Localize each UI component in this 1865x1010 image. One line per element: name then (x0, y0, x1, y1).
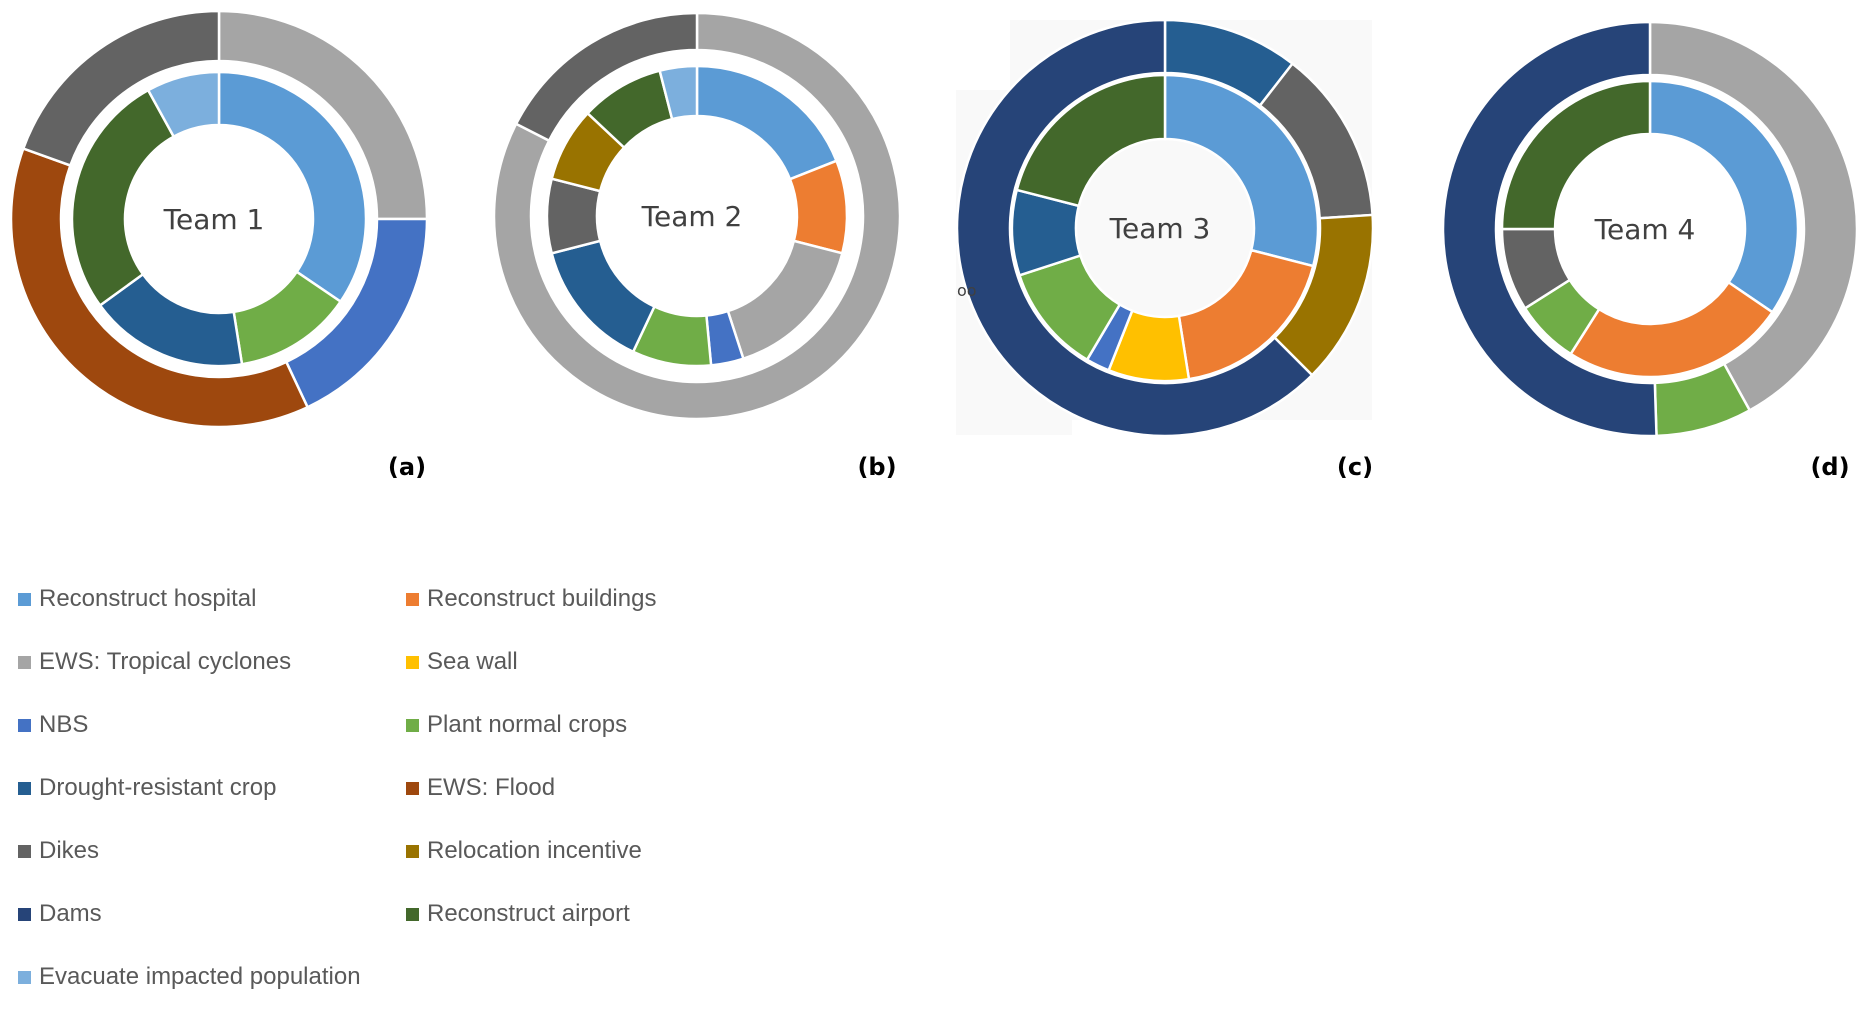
legend-label: Plant normal crops (427, 711, 628, 738)
outer-ring-segment-dams (1441, 20, 1658, 438)
panel-label: (b) (857, 453, 896, 481)
inner-ring-segment-reconstruct-buildings (788, 159, 849, 255)
inner-ring-segment-evacuate-impacted-population (658, 64, 699, 121)
inner-ring-segment-evacuate-impacted-population (146, 70, 221, 139)
legend-label: Reconstruct hospital (39, 585, 257, 612)
legend-swatch (18, 592, 31, 606)
legend-label: Evacuate impacted population (39, 963, 361, 990)
legend-swatch (406, 907, 419, 921)
outer-ring-segment-ews-tropical-cyclones (1648, 20, 1859, 413)
stray-text: oo (957, 281, 977, 300)
legend-label: Dikes (39, 837, 100, 864)
legend-swatch (406, 655, 419, 669)
legend-label: Reconstruct buildings (427, 585, 657, 612)
inner-ring-segment-reconstruct-hospital (1648, 79, 1800, 314)
legend-label: EWS: Flood (427, 774, 556, 801)
legend-item-relocation-incentive: Relocation incentive (406, 837, 642, 865)
legend-swatch (18, 655, 31, 669)
legend-item-dams: Dams (18, 900, 102, 928)
donut-center-label: Team 3 (1109, 212, 1211, 245)
legend-swatch (18, 718, 31, 732)
donut-chart-3: Team 3 (c) (955, 18, 1375, 481)
outer-ring-segment-dams (955, 18, 1314, 438)
outer-ring-segment-ews-tropical-cyclones (492, 11, 902, 421)
legend-swatch (406, 592, 419, 606)
legend-label: NBS (39, 711, 89, 738)
donut-center-label: Team 4 (1594, 213, 1696, 246)
legend-item-dikes: Dikes (18, 837, 99, 865)
donut-chart-1: Team 1 (a) (9, 9, 429, 481)
donut-center-label: Team 2 (641, 200, 743, 233)
donut-center-label: Team 1 (163, 203, 265, 236)
legend-swatch (406, 718, 419, 732)
outer-ring-segment-dikes (514, 11, 699, 143)
legend-item-plant-normal-crops: Plant normal crops (406, 711, 627, 739)
inner-ring-segment-reconstruct-airport (1500, 79, 1652, 231)
inner-ring-segment-reconstruct-airport (1015, 73, 1167, 208)
legend-swatch (18, 844, 31, 858)
legend-label: Drought-resistant crop (39, 774, 277, 801)
legend-label: Dams (39, 900, 102, 927)
legend-label: Relocation incentive (427, 837, 642, 864)
legend-item-sea-wall: Sea wall (406, 648, 518, 676)
inner-ring-segment-reconstruct-airport (70, 88, 176, 308)
outer-ring-segment-ews-flood (9, 146, 310, 429)
legend-swatch (18, 970, 31, 984)
legend-swatch (18, 907, 31, 921)
legend-item-ews-tropical-cyclones: EWS: Tropical cyclones (18, 648, 291, 676)
legend-swatch (18, 781, 31, 795)
legend-item-evacuate-impacted-population: Evacuate impacted population (18, 963, 361, 991)
legend-swatch (406, 844, 419, 858)
chart-legend: Reconstruct hospital Reconstruct building… (18, 585, 718, 1005)
legend-item-reconstruct-airport: Reconstruct airport (406, 900, 630, 928)
panel-label: (d) (1810, 453, 1849, 481)
inner-ring-segment-reconstruct-hospital (217, 70, 368, 304)
legend-label: Reconstruct airport (427, 900, 630, 927)
legend-item-reconstruct-buildings: Reconstruct buildings (406, 585, 656, 613)
legend-label: Sea wall (427, 648, 518, 675)
legend-item-drought-resistant-crop: Drought-resistant crop (18, 774, 276, 802)
legend-item-reconstruct-hospital: Reconstruct hospital (18, 585, 256, 613)
legend-swatch (406, 781, 419, 795)
legend-item-nbs: NBS (18, 711, 88, 739)
outer-ring-segment-dikes (21, 9, 221, 168)
donut-chart-4: Team 4 (d) (1441, 20, 1859, 481)
panel-label: (a) (388, 453, 426, 481)
donut-chart-2: Team 2 (b) (492, 11, 902, 481)
inner-ring-segment-reconstruct-hospital (1163, 73, 1320, 268)
legend-label: EWS: Tropical cyclones (39, 648, 292, 675)
legend-item-ews-flood: EWS: Flood (406, 774, 555, 802)
panel-label: (c) (1337, 453, 1373, 481)
